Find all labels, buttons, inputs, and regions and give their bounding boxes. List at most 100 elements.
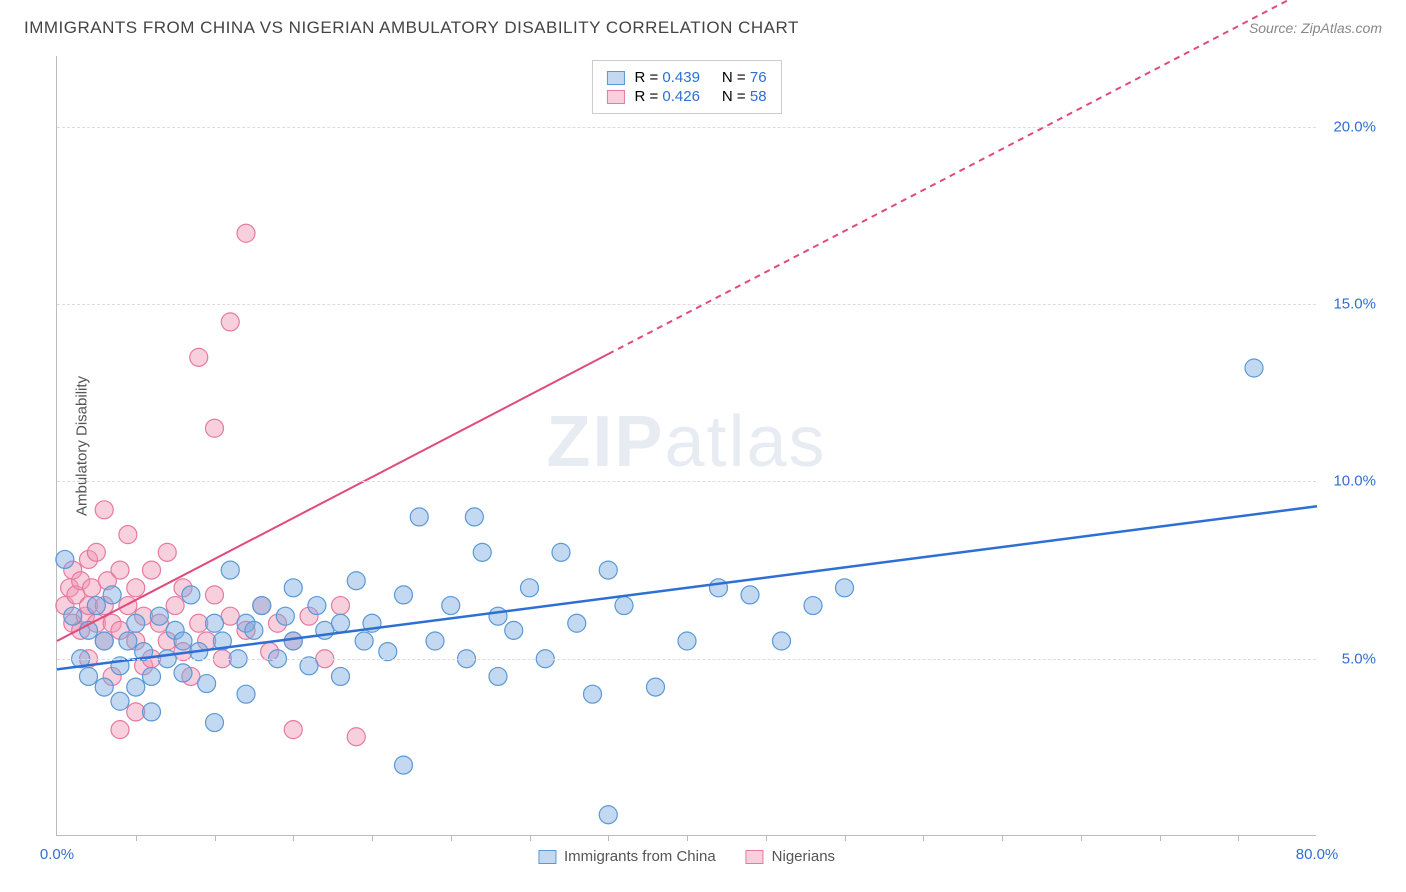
data-point (95, 678, 113, 696)
data-point (166, 597, 184, 615)
data-point (95, 632, 113, 650)
data-point (56, 550, 74, 568)
data-point (127, 678, 145, 696)
data-point (237, 224, 255, 242)
data-point (95, 501, 113, 519)
gridline (57, 127, 1316, 128)
data-point (87, 597, 105, 615)
data-point (221, 313, 239, 331)
data-point (615, 597, 633, 615)
data-point (741, 586, 759, 604)
data-point (80, 667, 98, 685)
data-point (245, 621, 263, 639)
data-point (552, 543, 570, 561)
data-point (284, 632, 302, 650)
data-point (284, 579, 302, 597)
data-point (198, 675, 216, 693)
x-tick-mark (451, 835, 452, 841)
x-tick-label: 80.0% (1296, 846, 1339, 863)
data-point (206, 714, 224, 732)
data-point (521, 579, 539, 597)
x-tick-mark (372, 835, 373, 841)
x-tick-mark (1002, 835, 1003, 841)
data-point (143, 703, 161, 721)
data-point (206, 419, 224, 437)
data-point (332, 614, 350, 632)
gridline (57, 481, 1316, 482)
data-point (206, 586, 224, 604)
data-point (465, 508, 483, 526)
data-point (395, 586, 413, 604)
data-point (355, 632, 373, 650)
x-tick-mark (530, 835, 531, 841)
x-tick-mark (1160, 835, 1161, 841)
data-point (568, 614, 586, 632)
data-point (442, 597, 460, 615)
data-point (64, 607, 82, 625)
chart-title: IMMIGRANTS FROM CHINA VS NIGERIAN AMBULA… (24, 18, 799, 38)
x-tick-mark (1081, 835, 1082, 841)
gridline (57, 659, 1316, 660)
data-point (473, 543, 491, 561)
data-point (127, 579, 145, 597)
data-point (426, 632, 444, 650)
data-point (836, 579, 854, 597)
data-point (395, 756, 413, 774)
x-tick-mark (1238, 835, 1239, 841)
swatch-china-bottom (538, 850, 556, 864)
x-tick-mark (608, 835, 609, 841)
gridline (57, 304, 1316, 305)
data-point (505, 621, 523, 639)
data-point (237, 685, 255, 703)
data-point (489, 667, 507, 685)
y-tick-label: 20.0% (1321, 118, 1376, 135)
data-point (111, 692, 129, 710)
data-point (347, 728, 365, 746)
data-point (710, 579, 728, 597)
data-point (276, 607, 294, 625)
data-point (221, 561, 239, 579)
data-point (158, 543, 176, 561)
x-tick-mark (215, 835, 216, 841)
data-point (332, 597, 350, 615)
x-tick-mark (687, 835, 688, 841)
data-point (284, 721, 302, 739)
data-point (174, 664, 192, 682)
data-point (119, 597, 137, 615)
data-point (87, 543, 105, 561)
x-tick-mark (845, 835, 846, 841)
data-point (253, 597, 271, 615)
data-point (347, 572, 365, 590)
data-point (190, 348, 208, 366)
x-tick-mark (293, 835, 294, 841)
data-point (410, 508, 428, 526)
legend-item-nigeria: Nigerians (746, 848, 835, 865)
data-point (599, 806, 617, 824)
trend-line (57, 354, 608, 641)
data-point (111, 721, 129, 739)
swatch-nigeria-bottom (746, 850, 764, 864)
data-point (143, 561, 161, 579)
data-point (678, 632, 696, 650)
data-point (206, 614, 224, 632)
series-legend: Immigrants from China Nigerians (538, 848, 835, 865)
y-tick-label: 15.0% (1321, 296, 1376, 313)
data-point (804, 597, 822, 615)
data-point (143, 667, 161, 685)
x-tick-mark (136, 835, 137, 841)
data-point (647, 678, 665, 696)
y-tick-label: 10.0% (1321, 473, 1376, 490)
data-point (150, 607, 168, 625)
data-point (174, 632, 192, 650)
data-point (119, 632, 137, 650)
data-point (489, 607, 507, 625)
x-tick-mark (766, 835, 767, 841)
data-point (103, 586, 121, 604)
data-point (584, 685, 602, 703)
data-point (308, 597, 326, 615)
plot-area: ZIPatlas R = 0.439 N = 76 R = 0.426 N = … (56, 56, 1316, 836)
data-point (773, 632, 791, 650)
data-point (1245, 359, 1263, 377)
x-tick-label: 0.0% (40, 846, 74, 863)
x-tick-mark (923, 835, 924, 841)
